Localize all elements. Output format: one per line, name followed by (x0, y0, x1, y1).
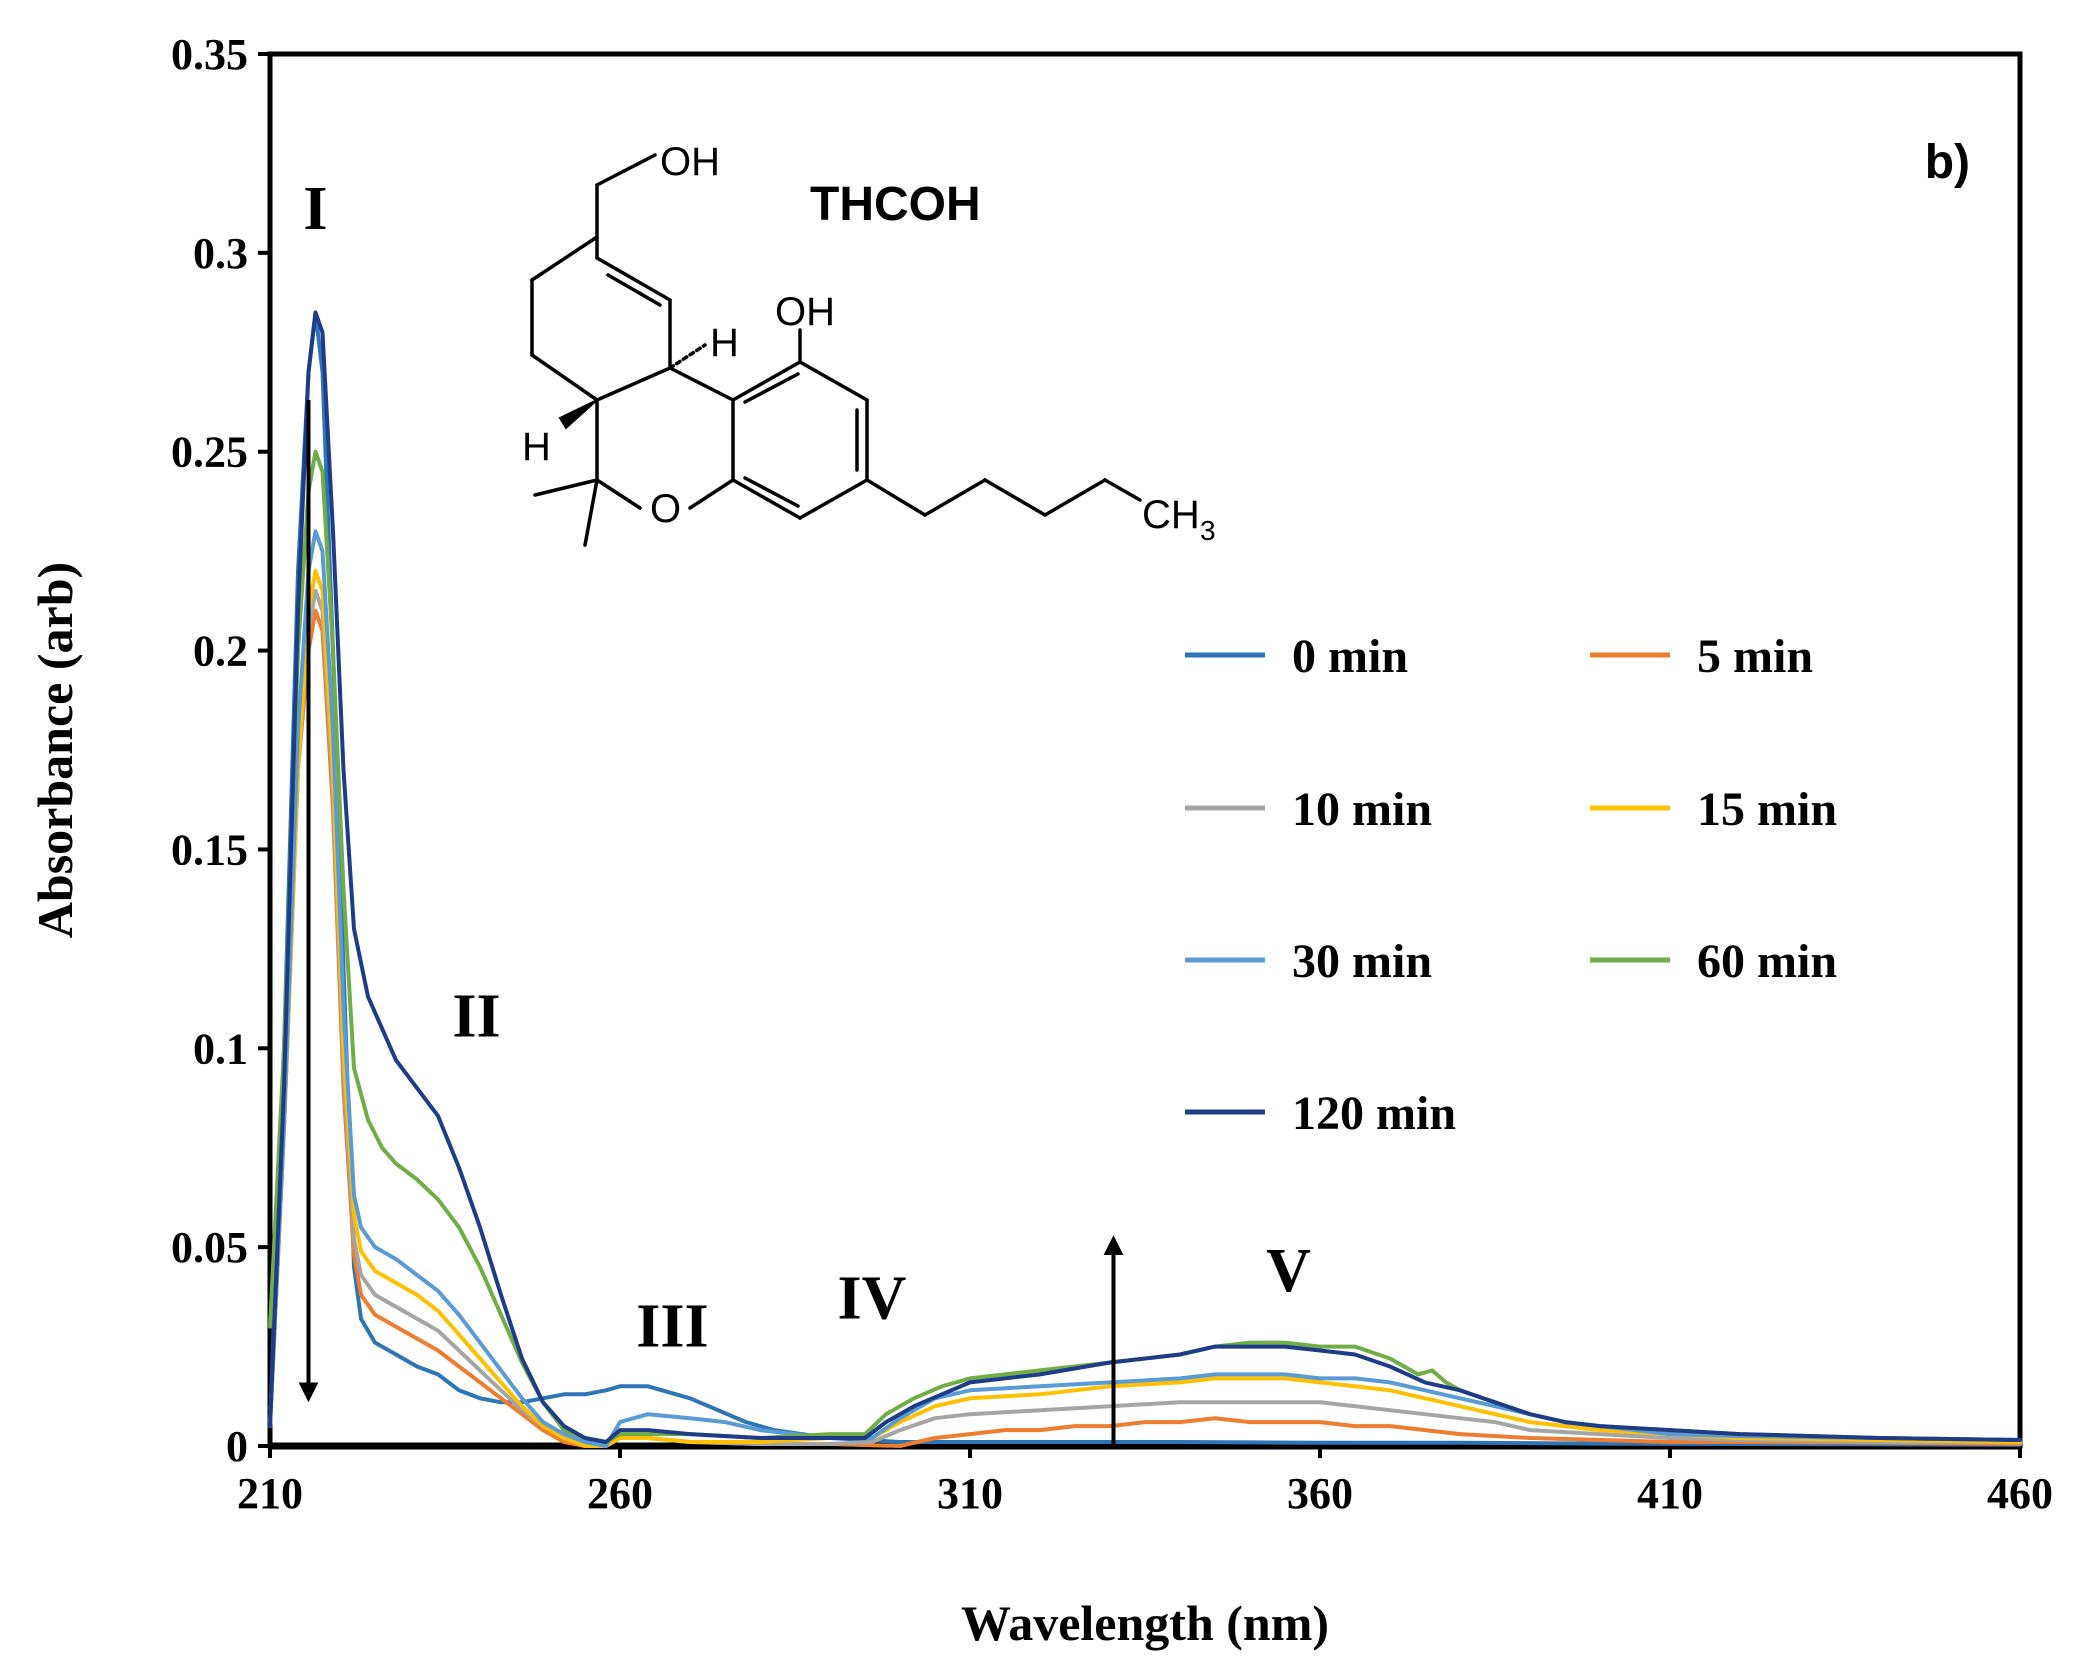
legend-label-3: 15 min (1697, 783, 1837, 836)
legend-label-6: 120 min (1292, 1087, 1456, 1140)
y-tick-label: 0.05 (171, 1223, 248, 1272)
legend-label-5: 60 min (1697, 935, 1837, 988)
x-tick-label: 360 (1287, 1469, 1353, 1518)
band-label-I: I (303, 175, 327, 243)
molecule-structure (530, 153, 1142, 547)
x-tick-label: 210 (237, 1469, 303, 1518)
series-line-120-min (268, 310, 2022, 1444)
band-label-II: II (452, 982, 500, 1050)
atom-h-lower: H (522, 425, 551, 469)
band-label-V: V (1266, 1237, 1311, 1305)
x-tick-label: 410 (1637, 1469, 1703, 1518)
x-tick-label: 260 (587, 1469, 653, 1518)
molecule-name: THCOH (810, 178, 981, 231)
series-line-15-min (268, 569, 2022, 1448)
y-tick-label: 0.1 (193, 1024, 248, 1073)
panel-label: b) (1925, 136, 1970, 189)
band-label-III: III (636, 1293, 708, 1361)
legend-label-2: 10 min (1292, 783, 1432, 836)
atom-oh-top: OH (660, 140, 720, 184)
y-tick-label: 0 (226, 1422, 248, 1471)
y-axis-title: Absorbance (arb) (27, 562, 83, 938)
series-line-60-min (268, 449, 2022, 1444)
x-tick-label: 310 (937, 1469, 1003, 1518)
y-tick-label: 0.35 (171, 30, 248, 79)
legend: 0 min 5 min 10 min 15 min 30 min 60 min … (1185, 630, 1837, 1140)
legend-label-1: 5 min (1697, 630, 1813, 683)
atom-oh-ring: OH (775, 290, 835, 334)
y-tick-label: 0.3 (193, 229, 248, 278)
y-axis-ticks: 0 0.05 0.1 0.15 0.2 0.25 0.3 0.35 (171, 30, 270, 1471)
series-line-0-min (268, 310, 2022, 1447)
atom-methyl-subscript: 3 (1200, 515, 1216, 546)
legend-label-0: 0 min (1292, 630, 1408, 683)
band-label-IV: IV (838, 1265, 907, 1333)
atom-ring-oxygen: O (650, 487, 681, 531)
x-axis-ticks: 210 260 310 360 410 460 (237, 1446, 2053, 1518)
plot-area-border (267, 51, 2023, 1449)
y-tick-label: 0.2 (193, 627, 248, 676)
series-line-30-min (268, 529, 2022, 1448)
atom-h-upper: H (710, 321, 739, 365)
series-line-10-min (268, 588, 2022, 1448)
y-tick-label: 0.25 (171, 428, 248, 477)
series-lines (268, 310, 2022, 1448)
x-axis-title: Wavelength (nm) (961, 1595, 1329, 1651)
atom-methyl: CH (1142, 493, 1200, 537)
x-tick-label: 460 (1987, 1469, 2053, 1518)
y-tick-label: 0.15 (171, 825, 248, 874)
legend-label-4: 30 min (1292, 935, 1432, 988)
series-line-5-min (268, 608, 2022, 1448)
